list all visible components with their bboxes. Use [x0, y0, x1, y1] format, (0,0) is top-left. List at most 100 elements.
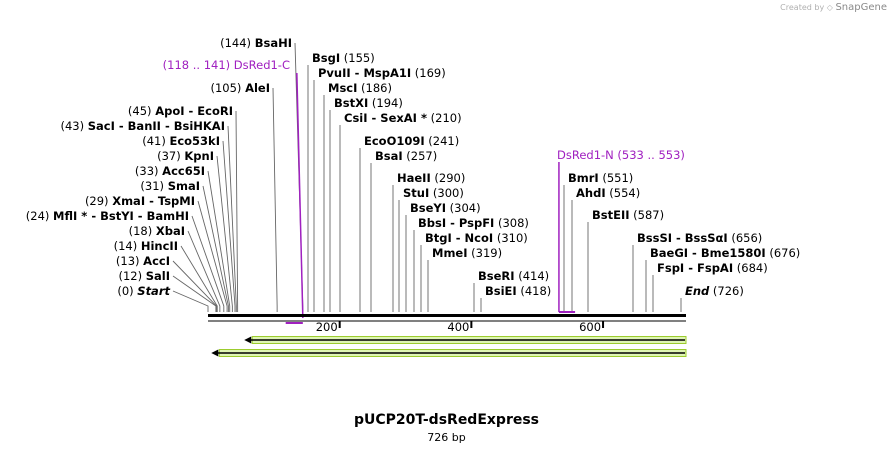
primer-range: (533 .. 553) — [614, 148, 685, 162]
site-line-1 — [172, 275, 217, 312]
site-label[interactable]: (31) SmaI — [140, 179, 200, 193]
site-position: (24) — [26, 209, 53, 223]
sequence-backbone — [208, 314, 686, 322]
site-label[interactable]: BmrI (551) — [568, 171, 633, 185]
site-enzymes: BstEII — [592, 208, 630, 222]
site-label[interactable]: BaeGI - Bme1580I (676) — [650, 246, 800, 260]
site-label[interactable]: StuI (300) — [403, 186, 464, 200]
site-enzymes: XmaI - TspMI — [112, 194, 195, 208]
site-label[interactable]: (37) KpnI — [157, 149, 214, 163]
site-label[interactable]: (18) XbaI — [129, 224, 185, 238]
site-label[interactable]: BbsI - PspFI (308) — [418, 216, 529, 230]
site-label[interactable]: (33) Acc65I — [135, 164, 205, 178]
feature-arrow-2[interactable] — [211, 349, 687, 357]
site-label[interactable]: MmeI (319) — [432, 246, 502, 260]
site-label[interactable]: (45) ApoI - EcoRI — [128, 104, 233, 118]
site-enzymes: XbaI — [156, 224, 185, 238]
site-label[interactable]: (12) SalI — [118, 269, 170, 283]
site-position: (43) — [60, 119, 87, 133]
site-line-11 — [227, 125, 237, 312]
backbone-bar — [208, 314, 686, 317]
sequence-length: 726 bp — [427, 431, 466, 444]
ruler: 200 400 600 — [316, 320, 605, 334]
site-position: (587) — [630, 208, 665, 222]
site-enzymes: PvuII - MspA1I — [318, 66, 411, 80]
ruler-tick-label: 400 — [447, 320, 469, 334]
site-enzymes: BseRI — [478, 269, 515, 283]
primer-markers: (118 .. 141) DsRed1-C DsRed1-N (533 .. 55… — [163, 58, 685, 324]
site-label[interactable]: (41) Eco53kI — [142, 134, 220, 148]
site-line-8 — [207, 170, 231, 312]
site-enzymes: KpnI — [184, 149, 214, 163]
site-label[interactable]: (144) BsaHI — [220, 36, 292, 50]
ruler-tick-label: 600 — [579, 320, 601, 334]
site-label[interactable]: BseRI (414) — [478, 269, 549, 283]
site-label[interactable]: (105) AleI — [210, 81, 270, 95]
site-label[interactable]: (14) HincII — [114, 239, 178, 253]
site-label[interactable]: EcoO109I (241) — [364, 134, 459, 148]
site-label[interactable]: BstEII (587) — [592, 208, 664, 222]
site-label[interactable]: CsiI - SexAI * (210) — [344, 111, 462, 125]
site-position: (18) — [129, 224, 156, 238]
site-enzymes: HaeII — [397, 171, 431, 185]
site-label[interactable]: (24) MflI * - BstYI - BamHI — [26, 209, 189, 223]
primer-name: DsRed1-C — [234, 58, 290, 72]
site-line-13 — [272, 87, 278, 312]
site-position: (13) — [116, 254, 143, 268]
site-label[interactable]: BssSI - BssSαI (656) — [637, 231, 762, 245]
site-label[interactable]: BtgI - NcoI (310) — [425, 231, 528, 245]
site-line-2 — [172, 260, 218, 312]
site-enzymes: Acc65I — [162, 164, 205, 178]
site-position: (31) — [140, 179, 167, 193]
primer-dsred1-n[interactable]: DsRed1-N (533 .. 553) — [557, 148, 685, 313]
site-line-9 — [216, 155, 233, 312]
site-labels: (0) Start(12) SalI(13) AccI(14) HincII(1… — [26, 36, 800, 298]
site-label[interactable]: BsiEI (418) — [485, 284, 551, 298]
primer-dsred1-c[interactable]: (118 .. 141) DsRed1-C — [163, 58, 304, 324]
site-label[interactable]: AhdI (554) — [576, 186, 640, 200]
site-line-0 — [172, 290, 209, 312]
site-enzymes: MscI — [328, 81, 357, 95]
primer-range: (118 .. 141) — [163, 58, 234, 72]
site-position: (304) — [446, 201, 481, 215]
site-label[interactable]: (43) SacI - BanII - BsiHKAI — [60, 119, 225, 133]
feature-arrow-1[interactable] — [244, 336, 687, 344]
site-position: (418) — [517, 284, 552, 298]
site-label[interactable]: HaeII (290) — [397, 171, 465, 185]
site-enzymes: CsiI - SexAI * — [344, 111, 427, 125]
site-enzymes: BstXI — [334, 96, 368, 110]
site-enzymes: FspI - FspAI — [657, 261, 733, 275]
site-label[interactable]: PvuII - MspA1I (169) — [318, 66, 446, 80]
site-position: (308) — [494, 216, 529, 230]
site-label[interactable]: MscI (186) — [328, 81, 392, 95]
site-label[interactable]: FspI - FspAI (684) — [657, 261, 768, 275]
site-label[interactable]: End (726) — [685, 284, 744, 298]
site-enzymes: AhdI — [576, 186, 606, 200]
site-enzymes: Eco53kI — [169, 134, 220, 148]
site-position: (12) — [118, 269, 145, 283]
site-enzymes: SalI — [146, 269, 170, 283]
site-label[interactable]: (0) Start — [117, 284, 170, 298]
site-enzymes: Start — [137, 284, 170, 298]
site-enzymes: BmrI — [568, 171, 599, 185]
site-position: (169) — [411, 66, 446, 80]
site-position: (726) — [709, 284, 744, 298]
site-line-4 — [187, 230, 221, 312]
site-label[interactable]: BsgI (155) — [312, 51, 375, 65]
site-enzymes: BssSI - BssSαI — [637, 231, 728, 245]
site-enzymes: BtgI - NcoI — [425, 231, 493, 245]
site-position: (241) — [425, 134, 460, 148]
site-label[interactable]: (29) XmaI - TspMI — [85, 194, 195, 208]
site-position: (37) — [157, 149, 184, 163]
site-position: (684) — [733, 261, 768, 275]
site-position: (676) — [766, 246, 801, 260]
site-label[interactable]: BstXI (194) — [334, 96, 403, 110]
site-label[interactable]: BseYI (304) — [410, 201, 481, 215]
site-label[interactable]: BsaI (257) — [375, 149, 437, 163]
site-enzymes: BsaHI — [255, 36, 292, 50]
site-line-3 — [180, 245, 218, 312]
site-label[interactable]: (13) AccI — [116, 254, 170, 268]
site-position: (14) — [114, 239, 141, 253]
primer-name: DsRed1-N — [557, 148, 614, 162]
site-position: (0) — [117, 284, 137, 298]
